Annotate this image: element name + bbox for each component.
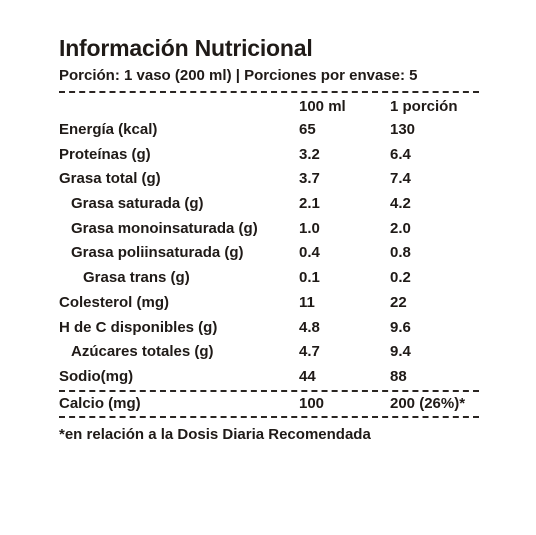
nutrition-facts-panel: Información Nutricional Porción: 1 vaso … <box>59 34 479 445</box>
column-header-100ml: 100 ml <box>299 98 346 115</box>
nutrient-row-saturated-fat: Grasa saturada (g) 2.1 4.2 <box>59 192 479 217</box>
nutrient-value-100ml: 0.1 <box>299 269 320 287</box>
column-header-portion: 1 porción <box>390 98 458 115</box>
nutrient-value-portion: 7.4 <box>390 170 411 188</box>
nutrient-value-portion: 22 <box>390 293 407 311</box>
nutrient-label: Calcio (mg) <box>59 394 141 412</box>
nutrient-value-portion: 88 <box>390 367 407 385</box>
nutrient-row-total-sugars: Azúcares totales (g) 4.7 9.4 <box>59 340 479 365</box>
nutrient-label: H de C disponibles (g) <box>59 318 218 336</box>
nutrient-value-portion: 200 (26%)* <box>390 394 466 412</box>
nutrient-row-protein: Proteínas (g) 3.2 6.4 <box>59 143 479 168</box>
nutrient-value-100ml: 2.1 <box>299 195 320 213</box>
nutrient-value-100ml: 4.7 <box>299 343 320 361</box>
nutrient-value-100ml: 65 <box>299 121 316 138</box>
dashed-divider-middle <box>59 389 479 392</box>
nutrient-row-calcium: Calcio (mg) 100 200 (26%)* <box>59 392 479 417</box>
nutrient-row-cholesterol: Colesterol (mg) 11 22 <box>59 291 479 316</box>
nutrition-title: Información Nutricional <box>59 35 313 61</box>
nutrient-row-trans-fat: Grasa trans (g) 0.1 0.2 <box>59 266 479 291</box>
nutrient-value-portion: 2.0 <box>390 219 411 237</box>
nutrient-value-100ml: 11 <box>299 293 315 311</box>
nutrient-value-100ml: 4.8 <box>299 318 320 336</box>
dashed-divider-top <box>59 91 479 93</box>
dashed-divider-bottom <box>59 416 479 419</box>
nutrient-label: Grasa poliinsaturada (g) <box>71 244 244 262</box>
nutrient-row-total-fat: Grasa total (g) 3.7 7.4 <box>59 167 479 192</box>
nutrient-label: Azúcares totales (g) <box>71 343 214 361</box>
nutrient-value-100ml: 3.7 <box>299 170 320 188</box>
nutrient-label: Proteínas (g) <box>59 145 151 163</box>
nutrient-row-polyunsaturated-fat: Grasa poliinsaturada (g) 0.4 0.8 <box>59 241 479 266</box>
nutrient-value-portion: 0.2 <box>390 269 411 287</box>
nutrient-value-100ml: 3.2 <box>299 145 320 163</box>
nutrient-label: Grasa saturada (g) <box>71 195 204 213</box>
nutrient-value-portion: 9.4 <box>390 343 411 361</box>
portion-info: Porción: 1 vaso (200 ml) | Porciones por… <box>59 67 418 84</box>
nutrient-label: Energía (kcal) <box>59 121 158 138</box>
nutrient-value-portion: 130 <box>390 121 416 138</box>
nutrient-value-portion: 6.4 <box>390 145 411 163</box>
nutrient-value-portion: 9.6 <box>390 318 411 336</box>
nutrient-row-monounsaturated-fat: Grasa monoinsaturada (g) 1.0 2.0 <box>59 217 479 242</box>
nutrient-value-portion: 4.2 <box>390 195 411 213</box>
nutrient-row-carbohydrates: H de C disponibles (g) 4.8 9.6 <box>59 316 479 341</box>
nutrient-label: Grasa trans (g) <box>83 269 190 287</box>
nutrient-label: Grasa monoinsaturada (g) <box>71 219 258 237</box>
nutrient-value-100ml: 100 <box>299 394 325 412</box>
nutrient-label: Grasa total (g) <box>59 170 161 188</box>
column-header-row: 100 ml 1 porción <box>59 93 479 118</box>
nutrient-value-100ml: 44 <box>299 367 316 385</box>
nutrient-label: Sodio(mg) <box>59 367 134 385</box>
nutrient-value-portion: 0.8 <box>390 244 411 262</box>
footnote: *en relación a la Dosis Diaria Recomenda… <box>59 426 371 444</box>
nutrient-row-energy: Energía (kcal) 65 130 <box>59 118 479 143</box>
nutrient-row-sodium: Sodio(mg) 44 88 <box>59 365 479 390</box>
nutrient-value-100ml: 1.0 <box>299 219 320 237</box>
nutrient-value-100ml: 0.4 <box>299 244 320 262</box>
nutrient-label: Colesterol (mg) <box>59 293 170 311</box>
